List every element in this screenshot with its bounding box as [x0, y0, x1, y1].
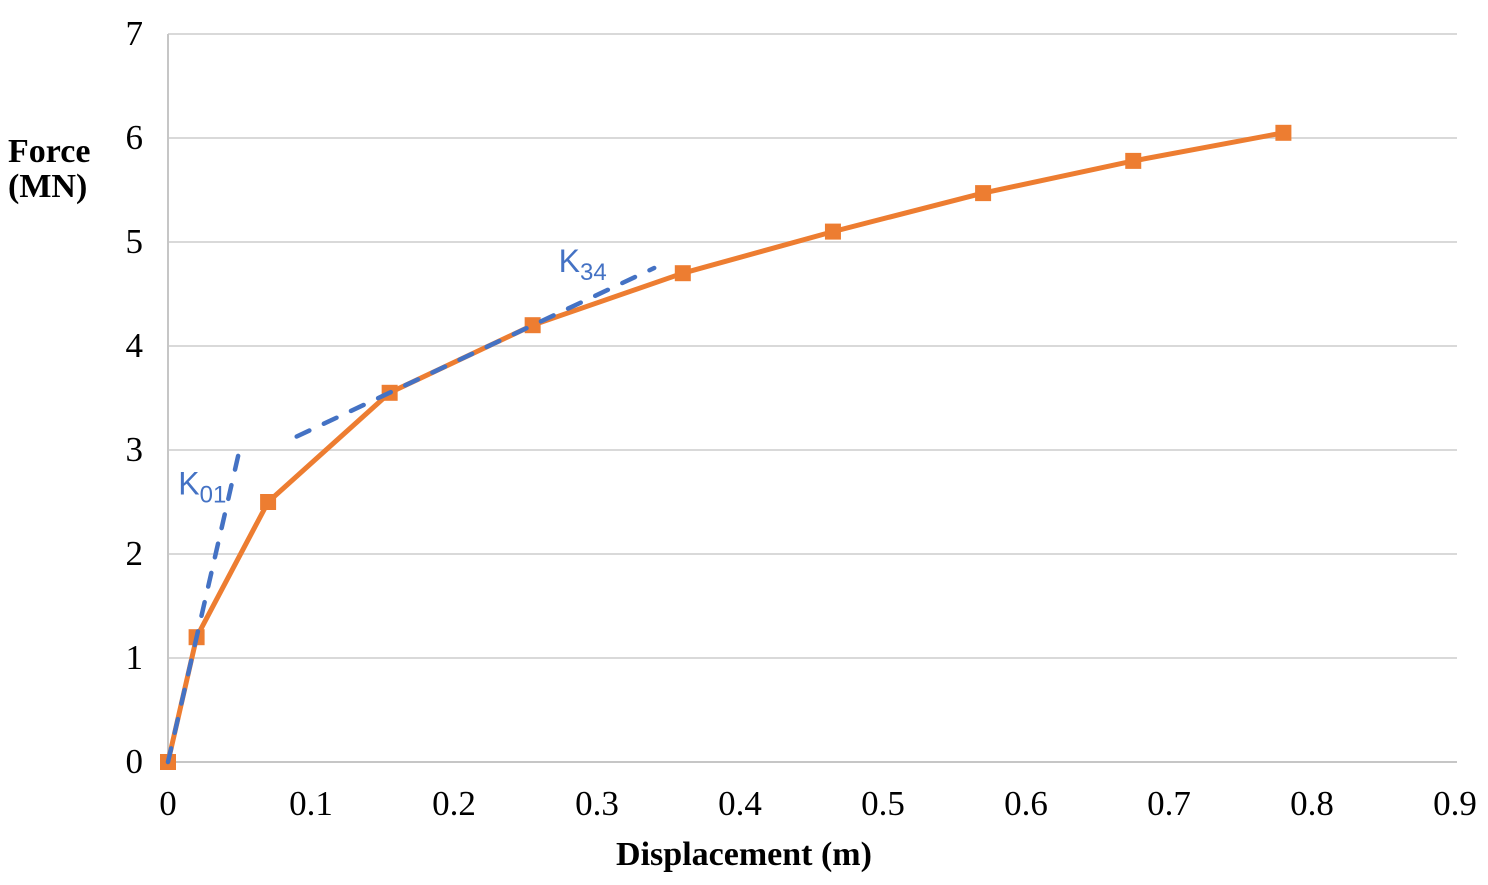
x-tick-label: 0.3 [575, 784, 619, 823]
k34-label: K34 [559, 243, 607, 286]
x-tick-label: 0.9 [1433, 784, 1477, 823]
x-axis-title: Displacement (m) [616, 836, 872, 873]
data-point-marker [824, 223, 841, 240]
x-tick-label: 0.4 [718, 784, 762, 823]
y-tick-label: 5 [126, 222, 144, 261]
force-displacement-curve-path [165, 130, 1286, 765]
x-tick-label: 0.6 [1004, 784, 1048, 823]
y-tick-label: 4 [126, 326, 144, 365]
y-axis-title-line1: Force [8, 133, 91, 170]
x-tick-label: 0.7 [1147, 784, 1191, 823]
y-tick-label: 6 [126, 118, 144, 157]
y-tick-label: 1 [126, 638, 144, 677]
x-tick-label: 0.1 [289, 784, 333, 823]
k34-stiffness-line-path [294, 265, 657, 439]
y-axis-title-line2: (MN) [8, 168, 88, 205]
y-tick-label: 0 [126, 742, 144, 781]
y-axis-title: Force (MN) [8, 134, 90, 204]
data-point-marker [524, 317, 541, 334]
k01-stiffness-line-path [165, 447, 242, 765]
y-tick-label: 7 [126, 14, 144, 53]
data-point-marker [674, 265, 691, 282]
data-point-marker [1275, 124, 1292, 141]
x-tick-label: 0 [159, 784, 177, 823]
data-point-marker [1125, 152, 1142, 169]
k01-label: K01 [178, 466, 226, 509]
data-point-marker [975, 185, 992, 202]
y-tick-label: 2 [126, 534, 144, 573]
x-tick-label: 0.5 [861, 784, 905, 823]
x-tick-label: 0.8 [1290, 784, 1334, 823]
data-point-marker [260, 494, 277, 510]
y-tick-label: 3 [126, 430, 144, 469]
x-tick-label: 0.2 [432, 784, 476, 823]
